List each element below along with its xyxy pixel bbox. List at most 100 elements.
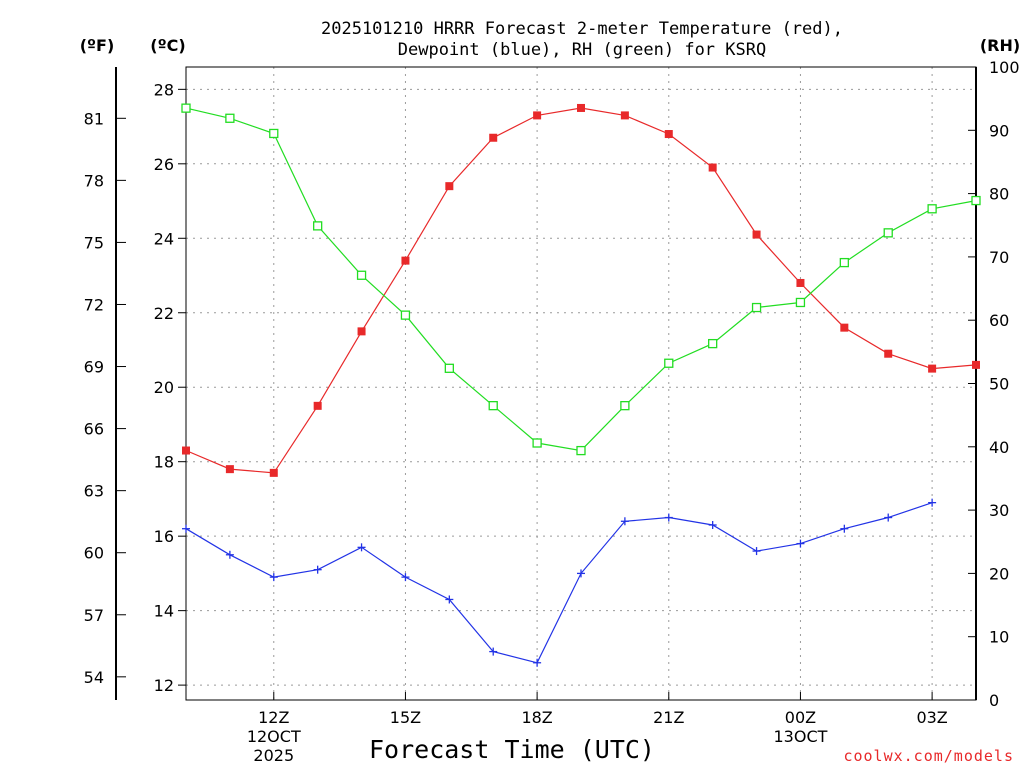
fahrenheit-tick-label: 72 (84, 295, 104, 314)
dewpoint-point (928, 498, 937, 507)
2-meter-temperature-point (884, 349, 893, 358)
2-meter-temperature-point (269, 468, 278, 477)
rh-point (400, 310, 411, 320)
dewpoint-line (185, 502, 933, 664)
2-meter-temperature-point (577, 103, 585, 112)
celsius-tick-label: 12 (154, 676, 174, 695)
dewpoint-point (357, 543, 366, 552)
rh-point (444, 363, 454, 373)
rh-point (664, 358, 674, 368)
x-tick-date-label: 13OCT (773, 727, 827, 746)
dewpoint-point (182, 524, 190, 533)
fahrenheit-tick-label: 81 (84, 109, 104, 128)
2-meter-temperature-point (489, 133, 498, 142)
rh-point (927, 204, 937, 214)
rh-tick-label: 10 (989, 628, 1009, 647)
rh-point (708, 338, 718, 349)
rh-tick-label: 60 (989, 311, 1009, 330)
dewpoint-point (313, 565, 322, 574)
data-series (181, 103, 981, 667)
rh-point (313, 221, 323, 231)
fahrenheit-tick-label: 54 (84, 668, 104, 687)
dewpoint-point (664, 513, 673, 522)
plot-frame (185, 66, 977, 701)
dewpoint-point (840, 524, 849, 533)
x-tick-date-label: 12OCT (247, 727, 301, 746)
rh-point (620, 401, 630, 411)
x-tick-label: 21Z (653, 708, 684, 727)
2-meter-temperature-point (225, 465, 234, 474)
fahrenheit-tick-label: 60 (84, 544, 104, 563)
2-meter-temperature-point (972, 360, 980, 369)
2-meter-temperature-point (708, 163, 717, 172)
dewpoint-point (401, 573, 410, 582)
2-meter-temperature-line (185, 107, 977, 474)
rh-tick-label: 30 (989, 501, 1009, 520)
rh-point (269, 128, 279, 139)
rh-unit-label: (RH) (980, 36, 1020, 55)
rh-tick-label: 0 (989, 691, 999, 710)
fahrenheit-tick-label: 69 (84, 358, 104, 377)
rh-line (185, 107, 977, 452)
chart-title-line-2: Dewpoint (blue), RH (green) for KSRQ (398, 40, 766, 60)
rh-point (225, 113, 235, 123)
dewpoint-point (533, 658, 542, 667)
x-tick-label: 03Z (916, 708, 947, 727)
tick-labels: 12 14 16 18 20 22 24 26 28 54 57 60 63 66 69 72 75 78 81 0 1… (84, 58, 1020, 765)
rh-tick-label: 50 (989, 375, 1009, 394)
rh-point (795, 297, 806, 308)
celsius-tick-label: 20 (154, 378, 174, 397)
x-tick-label: 00Z (785, 708, 816, 727)
fahrenheit-tick-label: 78 (84, 171, 104, 190)
2-meter-temperature-point (182, 446, 190, 455)
rh-point (751, 302, 762, 313)
x-tick-label: 15Z (390, 708, 421, 727)
celsius-tick-label: 24 (154, 229, 174, 248)
celsius-tick-label: 28 (154, 80, 174, 99)
rh-tick-label: 90 (989, 121, 1009, 140)
dewpoint-point (225, 550, 234, 559)
rh-point (532, 438, 542, 448)
fahrenheit-tick-label: 75 (84, 233, 104, 252)
celsius-tick-label: 22 (154, 304, 174, 323)
dewpoint-point (796, 539, 805, 548)
x-tick-label: 18Z (521, 708, 552, 727)
rh-tick-label: 20 (989, 564, 1009, 583)
fahrenheit-tick-label: 66 (84, 420, 104, 439)
dewpoint-point (489, 647, 498, 656)
2-meter-temperature-point (357, 327, 366, 336)
fahrenheit-unit-label: (ºF) (80, 36, 115, 55)
2-meter-temperature-point (313, 401, 322, 410)
dewpoint-point (620, 517, 629, 526)
celsius-tick-label: 16 (154, 527, 174, 546)
rh-point (488, 401, 498, 411)
celsius-tick-label: 18 (154, 453, 174, 472)
rh-point (576, 445, 586, 456)
2-meter-temperature-point (752, 230, 761, 239)
rh-tick-label: 80 (989, 185, 1009, 204)
rh-tick-label: 70 (989, 248, 1009, 267)
rh-point (839, 257, 849, 268)
dewpoint-point (884, 513, 893, 522)
2-meter-temperature-point (533, 111, 542, 120)
dewpoint-point (269, 573, 278, 582)
x-tick-label: 12Z (258, 708, 289, 727)
grid-lines (186, 67, 976, 700)
rh-point (356, 270, 367, 280)
dewpoint-point (445, 595, 454, 604)
2-meter-temperature-point (664, 130, 673, 139)
celsius-unit-label: (ºC) (150, 36, 185, 55)
2-meter-temperature-point (796, 278, 805, 287)
rh-point (971, 195, 981, 206)
rh-point (181, 103, 191, 113)
axes (115, 66, 977, 701)
credit-text: coolwx.com/models (843, 747, 1014, 765)
2-meter-temperature-point (401, 256, 410, 265)
rh-point (883, 228, 893, 238)
celsius-tick-label: 26 (154, 155, 174, 174)
rh-tick-label: 100 (989, 58, 1020, 77)
fahrenheit-tick-label: 63 (84, 482, 104, 501)
2-meter-temperature-point (445, 182, 454, 191)
2-meter-temperature-point (928, 364, 937, 373)
